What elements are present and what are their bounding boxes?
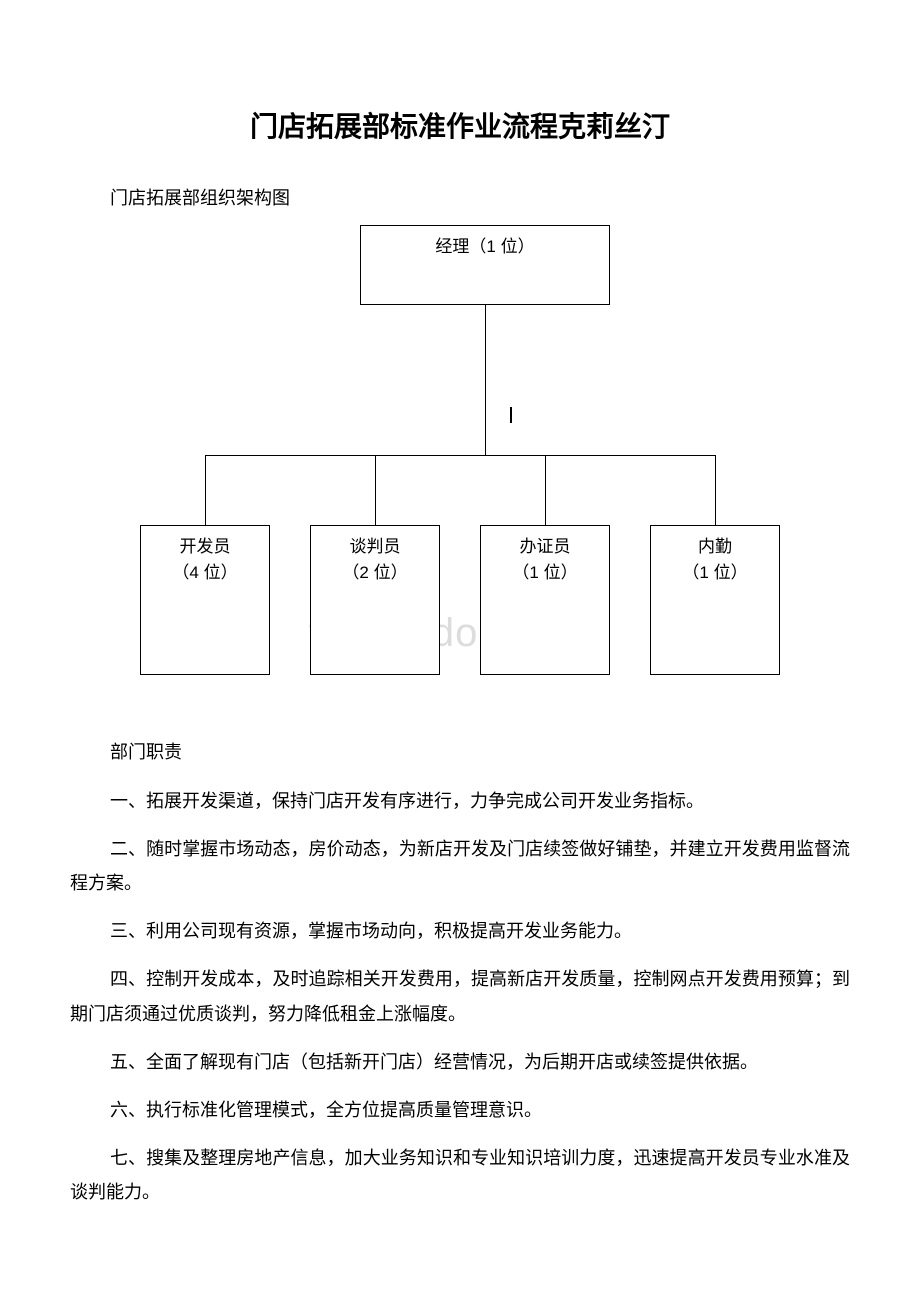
duty-item: 二、随时掌握市场动态，房价动态，为新店开发及门店续签做好铺垫，并建立开发费用监督…	[70, 832, 850, 900]
node-child-0-role: 开发员	[180, 534, 231, 560]
duty-item: 一、拓展开发渠道，保持门店开发有序进行，力争完成公司开发业务指标。	[70, 784, 850, 818]
duty-item: 五、全面了解现有门店（包括新开门店）经营情况，为后期开店或续签提供依据。	[70, 1045, 850, 1079]
node-child-3-count: （1 位）	[682, 560, 747, 586]
org-chart: www.bdocx.com 经理（1 位） 开发员 （4 位） 谈判员 （2 位…	[140, 225, 780, 685]
duty-item: 七、搜集及整理房地产信息，加大业务知识和专业知识培训力度，迅速提高开发员专业水准…	[70, 1141, 850, 1209]
orgchart-subtitle: 门店拓展部组织架构图	[110, 181, 850, 215]
node-child-3: 内勤 （1 位）	[650, 525, 780, 675]
line-v-child-2	[545, 455, 546, 525]
node-child-1-role: 谈判员	[350, 534, 401, 560]
duty-item: 六、执行标准化管理模式，全方位提高质量管理意识。	[70, 1093, 850, 1127]
line-h-bus	[205, 455, 715, 456]
node-child-2-count: （1 位）	[512, 560, 577, 586]
node-child-2-role: 办证员	[520, 534, 571, 560]
line-v-child-1	[375, 455, 376, 525]
node-child-2: 办证员 （1 位）	[480, 525, 610, 675]
stray-mark	[510, 407, 512, 423]
node-manager: 经理（1 位）	[360, 225, 610, 305]
doc-title: 门店拓展部标准作业流程克莉丝汀	[70, 100, 850, 153]
line-v-child-0	[205, 455, 206, 525]
line-v-child-3	[715, 455, 716, 525]
duty-item: 三、利用公司现有资源，掌握市场动向，积极提高开发业务能力。	[70, 914, 850, 948]
node-child-1-count: （2 位）	[342, 560, 407, 586]
node-child-3-role: 内勤	[698, 534, 732, 560]
node-child-1: 谈判员 （2 位）	[310, 525, 440, 675]
node-manager-role: 经理（1 位）	[435, 234, 534, 260]
duties-heading: 部门职责	[110, 735, 850, 769]
node-child-0-count: （4 位）	[172, 560, 237, 586]
duty-item: 四、控制开发成本，及时追踪相关开发费用，提高新店开发质量，控制网点开发费用预算；…	[70, 962, 850, 1030]
node-child-0: 开发员 （4 位）	[140, 525, 270, 675]
line-v-main	[485, 305, 486, 455]
